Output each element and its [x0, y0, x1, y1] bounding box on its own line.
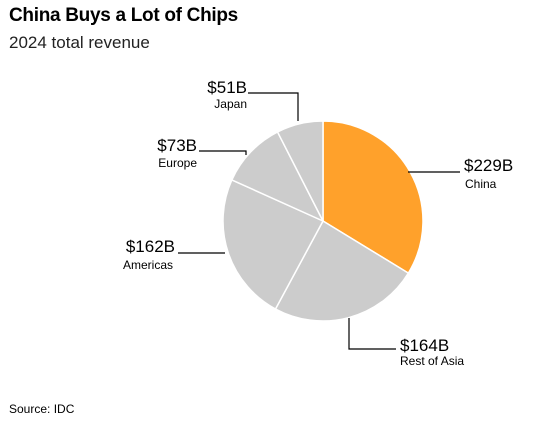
pie-slice-japan: [276, 120, 324, 222]
category-label-europe: Europe: [158, 156, 197, 170]
category-label-americas: Americas: [123, 258, 173, 272]
leader-line-europe: [199, 150, 247, 155]
source-note: Source: IDC: [9, 402, 75, 416]
value-label-americas: $162B: [126, 237, 175, 256]
pie-slice-rest-of-asia: [274, 219, 410, 322]
value-label-japan: $51B: [207, 78, 247, 97]
leader-line-japan: [248, 92, 299, 121]
chart-subtitle: 2024 total revenue: [9, 33, 150, 52]
category-label-japan: Japan: [214, 97, 247, 111]
pie-slice-europe: [230, 130, 325, 223]
value-label-china: $229B: [464, 156, 513, 175]
value-label-rest-of-asia: $164B: [400, 336, 449, 355]
category-label-china: China: [465, 177, 497, 191]
chart-title: China Buys a Lot of Chips: [9, 5, 238, 26]
pie-slice-americas: [222, 178, 325, 311]
leader-line-rest-of-asia: [348, 318, 396, 350]
value-label-europe: $73B: [157, 136, 197, 155]
category-label-rest-of-asia: Rest of Asia: [400, 354, 464, 368]
